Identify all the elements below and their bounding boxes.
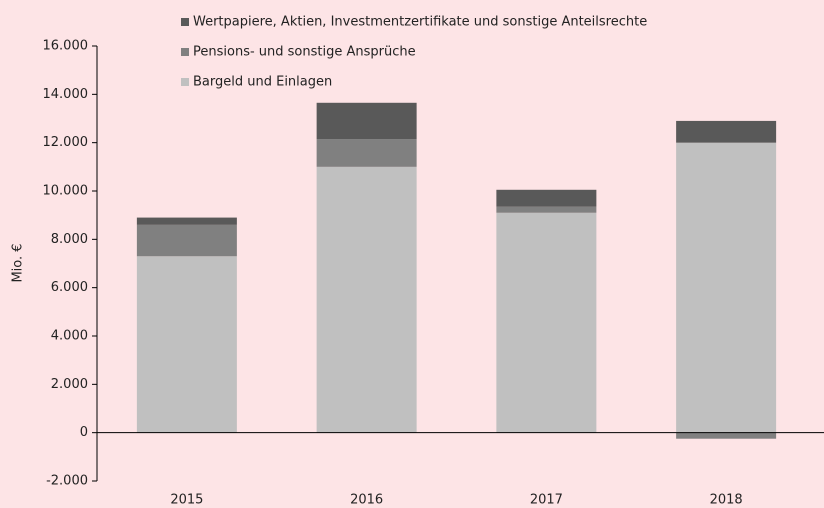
y-tick-label: 8.000 bbox=[51, 232, 88, 247]
bar bbox=[316, 139, 417, 167]
legend-swatch bbox=[181, 18, 189, 26]
bar bbox=[496, 212, 597, 433]
y-tick-label: 12.000 bbox=[43, 135, 89, 150]
y-tick-label: 10.000 bbox=[43, 184, 89, 199]
legend-label: Pensions- und sonstige Ansprüche bbox=[193, 45, 416, 60]
legend-swatch bbox=[181, 78, 189, 86]
x-tick-label: 2018 bbox=[710, 493, 743, 508]
legend-swatch bbox=[181, 48, 189, 56]
bar bbox=[496, 189, 597, 207]
y-tick-label: -2.000 bbox=[46, 474, 88, 489]
y-tick-label: 16.000 bbox=[43, 39, 89, 54]
y-axis-label: Mio. € bbox=[11, 243, 26, 282]
bar bbox=[676, 120, 777, 143]
bar bbox=[136, 217, 237, 225]
bar bbox=[676, 432, 777, 439]
bar bbox=[496, 206, 597, 213]
y-tick-label: 4.000 bbox=[51, 329, 88, 344]
x-tick-label: 2016 bbox=[350, 493, 383, 508]
x-tick-label: 2015 bbox=[170, 493, 203, 508]
bar bbox=[676, 142, 777, 433]
bar bbox=[316, 166, 417, 433]
bar bbox=[316, 102, 417, 140]
y-tick-label: 14.000 bbox=[43, 87, 89, 102]
x-tick-label: 2017 bbox=[530, 493, 563, 508]
legend-label: Wertpapiere, Aktien, Investmentzertifika… bbox=[193, 15, 647, 30]
y-tick-label: 0 bbox=[80, 425, 88, 440]
bar bbox=[136, 256, 237, 433]
bar bbox=[136, 224, 237, 257]
y-tick-label: 2.000 bbox=[51, 377, 88, 392]
y-tick-label: 6.000 bbox=[51, 280, 88, 295]
legend-label: Bargeld und Einlagen bbox=[193, 75, 332, 90]
